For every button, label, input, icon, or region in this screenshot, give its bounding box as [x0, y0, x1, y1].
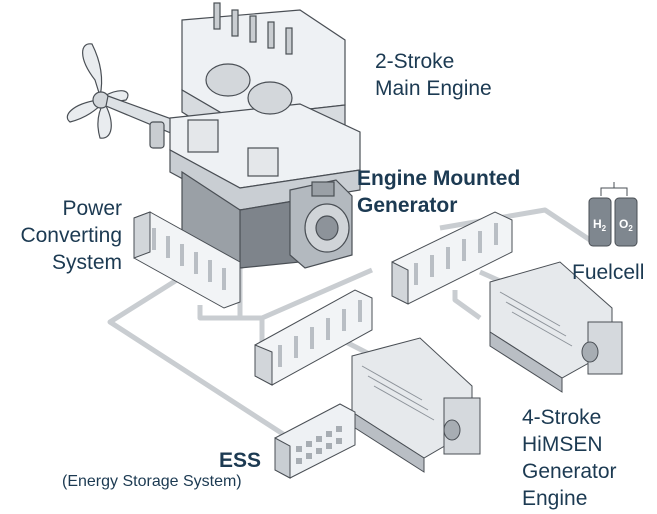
main-engine — [169, 2, 361, 269]
engine-generator-label-line1: Engine Mounted — [357, 167, 521, 190]
engine-generator-label-line2: Generator — [357, 194, 458, 217]
fuelcell-tanks-icon: H2 O2 — [588, 182, 638, 247]
power-converting-label-line2: Converting — [20, 224, 122, 247]
fuelcell-o-glyph: O — [619, 217, 628, 231]
engine-mounted-generator — [289, 179, 353, 269]
svg-text:O2: O2 — [619, 217, 633, 233]
converter-cabinets-a — [133, 211, 241, 309]
main-engine-label: 2-Stroke Main Engine — [375, 48, 492, 102]
ess-label: ESS — [219, 449, 262, 472]
main-engine-label-line1: 2-Stroke — [375, 50, 455, 73]
svg-text:H2: H2 — [593, 217, 607, 233]
himsen-label-line1: 4-Stroke — [522, 406, 602, 429]
himsen-label-line4: Engine — [522, 487, 588, 510]
himsen-label: 4-Stroke HiMSEN Generator Engine — [522, 404, 617, 512]
converter-cabinets-c — [391, 211, 513, 305]
fuelcell-h-glyph: H — [593, 217, 602, 231]
power-converting-label-line3: System — [51, 251, 122, 274]
himsen-engine-front — [351, 337, 481, 473]
ess-battery-racks — [274, 403, 356, 479]
power-converting-label-line1: Power — [62, 197, 122, 220]
converter-cabinets-b — [254, 289, 373, 386]
himsen-label-line2: HiMSEN — [522, 433, 603, 456]
fuelcell-label: Fuelcell — [572, 261, 645, 284]
main-engine-label-line2: Main Engine — [375, 77, 492, 100]
ess-full-label: (Energy Storage System) — [62, 473, 242, 490]
himsen-engine-rear — [489, 261, 623, 393]
himsen-label-line3: Generator — [522, 460, 617, 483]
power-converting-label: Power Converting System — [0, 195, 122, 276]
engine-generator-label: Engine Mounted Generator — [357, 165, 520, 219]
propeller-icon — [66, 43, 181, 149]
